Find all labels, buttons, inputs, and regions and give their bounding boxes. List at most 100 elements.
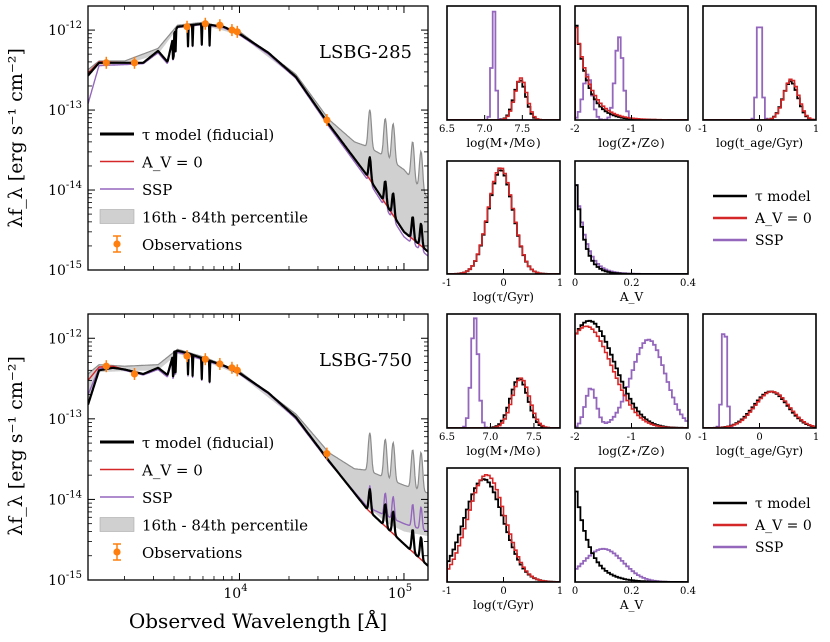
y-axis-label: λf_λ [erg s⁻¹ cm⁻²] [5,48,27,228]
hist-area [575,184,688,274]
hist-area [575,490,688,582]
hist-xtick-label: 6.5 [439,124,455,135]
hist-xtick-label: 0.2 [624,278,640,289]
legend-band-patch [99,209,135,224]
legend-label: Observations [142,236,242,254]
hist-area [447,317,560,428]
ytick-label: 10-13 [48,100,82,119]
legend-label: τ model (fiducial) [142,126,274,144]
sed-series-tau [88,22,428,253]
ytick-exp: -14 [66,489,82,500]
observation-point [102,362,110,370]
xtick-exp: 5 [406,583,412,594]
hist-series [575,36,688,120]
hist-xlabel: log(M⋆/M⊙) [466,136,540,150]
hist-series [447,77,560,120]
hist-xtick-label: 0 [572,586,578,597]
hist-series [703,26,816,120]
histogram-panel: -1 0 1 log(t_age/Gyr) [698,5,819,150]
legend-label: τ model (fiducial) [142,434,274,452]
small-legend-label: A_V = 0 [754,211,812,227]
histogram-panel: -1 0 1 log(τ/Gyr) [442,467,563,612]
xtick-exp: 4 [241,583,247,594]
histogram-panel: -2 -1 0 log(Z⋆/Z⊙) [570,5,691,150]
ytick-exp: -12 [66,20,82,31]
small-legend-label: A_V = 0 [754,518,812,534]
plot-area [88,17,428,257]
ytick-label: 10-15 [48,570,82,589]
hist-xlabel: log(M⋆/M⊙) [466,444,540,458]
observation-point [323,116,331,124]
observation-point [216,21,224,29]
legend-label: Observations [142,544,242,562]
hist-series [447,317,560,428]
hist-xlabel: log(t_age/Gyr) [716,136,803,150]
hist-frame [446,313,561,429]
hist-series [575,338,688,428]
xtick-label: 104 [223,583,247,602]
hist-series [447,478,560,582]
observation-point [233,366,241,374]
sed-frame [87,5,429,271]
hist-xtick-label: 0.4 [680,586,696,597]
plot-area [88,348,428,567]
ytick-label: 10-12 [48,20,82,39]
hist-series [575,26,688,120]
hist-series [447,377,560,428]
observation-point [201,20,209,28]
small-legend-label: SSP [755,540,783,556]
hist-xtick-label: 0.4 [680,278,696,289]
sed-panel-1: 10-15 10-14 10-13 10-12 LSBG-285 τ model (fid… [48,5,429,279]
hist-frame [574,5,689,121]
hist-xlabel: log(τ/Gyr) [473,598,534,612]
legend-label: SSP [142,489,172,507]
sed-frame [87,313,429,581]
observation-point [130,370,139,378]
hist-xtick-label: 0 [572,278,578,289]
ytick-exp: -13 [66,100,82,111]
hist-frame [574,467,689,583]
hist-xlabel: log(t_age/Gyr) [716,444,803,458]
histogram-panel: -1 0 1 log(τ/Gyr) [442,160,563,304]
sed-title: LSBG-285 [319,42,412,63]
hist-xtick-label: 1 [557,586,563,597]
hist-xtick-label: 0 [500,586,506,597]
x-axis-label: Observed Wavelength [Å] [129,608,387,633]
histogram-panel: 0 0.2 0.4 A_V [572,160,696,304]
hist-xlabel: A_V [619,598,644,612]
ytick-exp: -12 [66,328,82,339]
hist-xtick-label: -1 [627,124,637,135]
hist-series [447,167,560,274]
hist-xtick-label: 1 [813,432,819,443]
observation-point [216,360,224,368]
hist-xtick-label: 0 [685,432,691,443]
small-legend-label: τ model [755,496,811,512]
ytick-exp: -15 [66,570,82,581]
hist-series [447,10,560,120]
histogram-panel: 0 0.2 0.4 A_V [572,467,696,612]
legend-obs-point [113,240,121,248]
legend-band-patch [99,517,135,532]
hist-xlabel: log(Z⋆/Z⊙) [598,444,664,458]
hist-series [447,474,560,582]
hist-xlabel: log(τ/Gyr) [473,290,534,304]
hist-area [703,333,816,428]
hist-series [703,390,816,428]
hist-xtick-label: 0 [756,432,762,443]
hist-series [447,169,560,274]
hist-xtick-label: -1 [627,432,637,443]
sed-panel-2: 10-15 10-14 10-13 10-12 104 105 LSBG-750 τ mode… [48,313,429,602]
hist-area [575,319,688,428]
observation-point [183,23,191,31]
histogram-panel: -2 -1 0 log(Z⋆/Z⊙) [570,313,691,458]
legend-obs-point [113,548,121,556]
ytick-exp: -15 [66,260,82,271]
hist-xtick-label: 7.5 [526,432,542,443]
hist-series [703,80,816,120]
hist-area [447,10,560,120]
hist-series [575,24,688,120]
sed-title: LSBG-750 [319,350,412,371]
hist-xtick-label: 1 [813,124,819,135]
hist-xtick-label: 0 [756,124,762,135]
